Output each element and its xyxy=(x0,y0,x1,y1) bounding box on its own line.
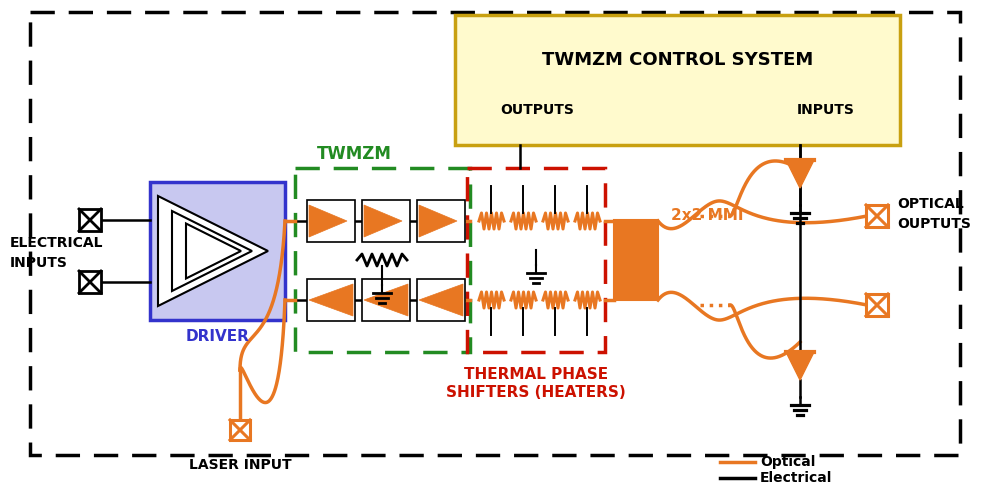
Polygon shape xyxy=(419,284,463,316)
Bar xyxy=(30,12,960,455)
Text: OPTICAL: OPTICAL xyxy=(897,197,963,211)
Text: Optical: Optical xyxy=(760,455,816,469)
Bar xyxy=(614,220,658,300)
Bar xyxy=(307,200,355,242)
Bar xyxy=(467,168,605,352)
Polygon shape xyxy=(172,211,252,291)
Polygon shape xyxy=(309,284,353,316)
Bar xyxy=(79,271,101,293)
Polygon shape xyxy=(309,205,347,237)
Bar xyxy=(417,200,465,242)
Text: INPUTS: INPUTS xyxy=(797,103,855,117)
Text: SHIFTERS (HEATERS): SHIFTERS (HEATERS) xyxy=(446,384,626,400)
Polygon shape xyxy=(786,352,814,380)
Text: OUTPUTS: OUTPUTS xyxy=(500,103,574,117)
Text: 2x2 MMI: 2x2 MMI xyxy=(671,207,744,222)
Text: DRIVER: DRIVER xyxy=(186,329,249,343)
Text: TWMZM: TWMZM xyxy=(317,145,392,163)
Bar xyxy=(79,209,101,231)
Bar xyxy=(295,168,470,352)
Polygon shape xyxy=(186,223,241,279)
Text: Electrical: Electrical xyxy=(760,471,832,485)
Text: THERMAL PHASE: THERMAL PHASE xyxy=(463,367,608,381)
Text: INPUTS: INPUTS xyxy=(10,256,68,270)
Bar xyxy=(455,15,900,145)
Bar xyxy=(230,420,250,440)
Polygon shape xyxy=(419,205,457,237)
Bar xyxy=(362,279,410,321)
Bar xyxy=(307,279,355,321)
Text: TWMZM CONTROL SYSTEM: TWMZM CONTROL SYSTEM xyxy=(542,51,813,69)
Polygon shape xyxy=(158,196,268,306)
Text: LASER INPUT: LASER INPUT xyxy=(189,458,291,472)
Bar xyxy=(866,205,888,227)
Bar xyxy=(866,294,888,316)
Bar xyxy=(150,182,285,320)
Text: OUPTUTS: OUPTUTS xyxy=(897,217,971,231)
Bar xyxy=(417,279,465,321)
Polygon shape xyxy=(364,284,408,316)
Polygon shape xyxy=(786,160,814,188)
Polygon shape xyxy=(364,205,402,237)
Bar xyxy=(362,200,410,242)
Text: ELECTRICAL: ELECTRICAL xyxy=(10,236,103,250)
